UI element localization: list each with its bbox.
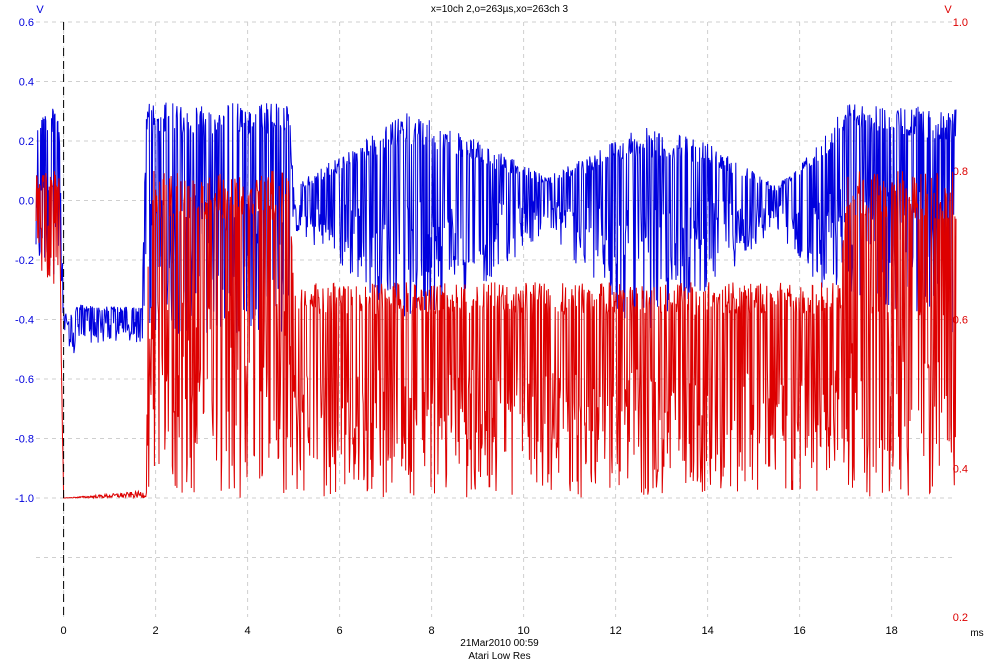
left-tick-label: -0.4 [15,315,34,327]
x-tick-label: 4 [245,625,251,637]
x-axis-ticks: 0 2 4 6 8 10 12 14 16 18 [61,625,898,637]
x-tick-label: 0 [61,625,67,637]
left-axis-ticks: 0.6 0.4 0.2 0.0 -0.2 -0.4 -0.6 -0.8 -1.0 [15,17,34,505]
x-tick-label: 2 [153,625,159,637]
left-tick-label: 0.4 [19,77,34,89]
left-tick-label: -0.8 [15,434,34,446]
x-tick-label: 6 [337,625,343,637]
right-axis-ticks: 1.0 0.8 0.6 0.4 0.2 [953,17,968,624]
right-tick-label: 0.2 [953,612,968,624]
right-tick-label: 0.4 [953,463,968,475]
x-tick-label: 12 [609,625,621,637]
left-tick-label: -1.0 [15,493,34,505]
traces [35,102,957,500]
right-tick-label: 0.8 [953,166,968,178]
left-axis-unit: V [36,4,44,16]
right-tick-label: 1.0 [953,17,968,29]
left-tick-label: -0.2 [15,255,34,267]
red-trace [35,170,957,500]
left-tick-label: 0.6 [19,17,34,29]
right-axis-unit: V [944,4,952,16]
x-tick-label: 8 [429,625,435,637]
x-tick-label: 18 [885,625,897,637]
left-tick-label: 0.0 [19,196,34,208]
chart-title: x=10ch 2,o=263µs,xo=263ch 3 [430,4,569,15]
x-tick-label: 14 [701,625,713,637]
right-tick-label: 0.6 [953,315,968,327]
left-tick-label: 0.2 [19,136,34,148]
x-axis-unit: ms [970,628,983,639]
x-tick-label: 16 [793,625,805,637]
left-tick-label: -0.6 [15,374,34,386]
capture-timestamp: 21Mar2010 00:59 [460,638,539,649]
capture-description: Atari Low Res [468,651,531,662]
x-tick-label: 10 [517,625,529,637]
